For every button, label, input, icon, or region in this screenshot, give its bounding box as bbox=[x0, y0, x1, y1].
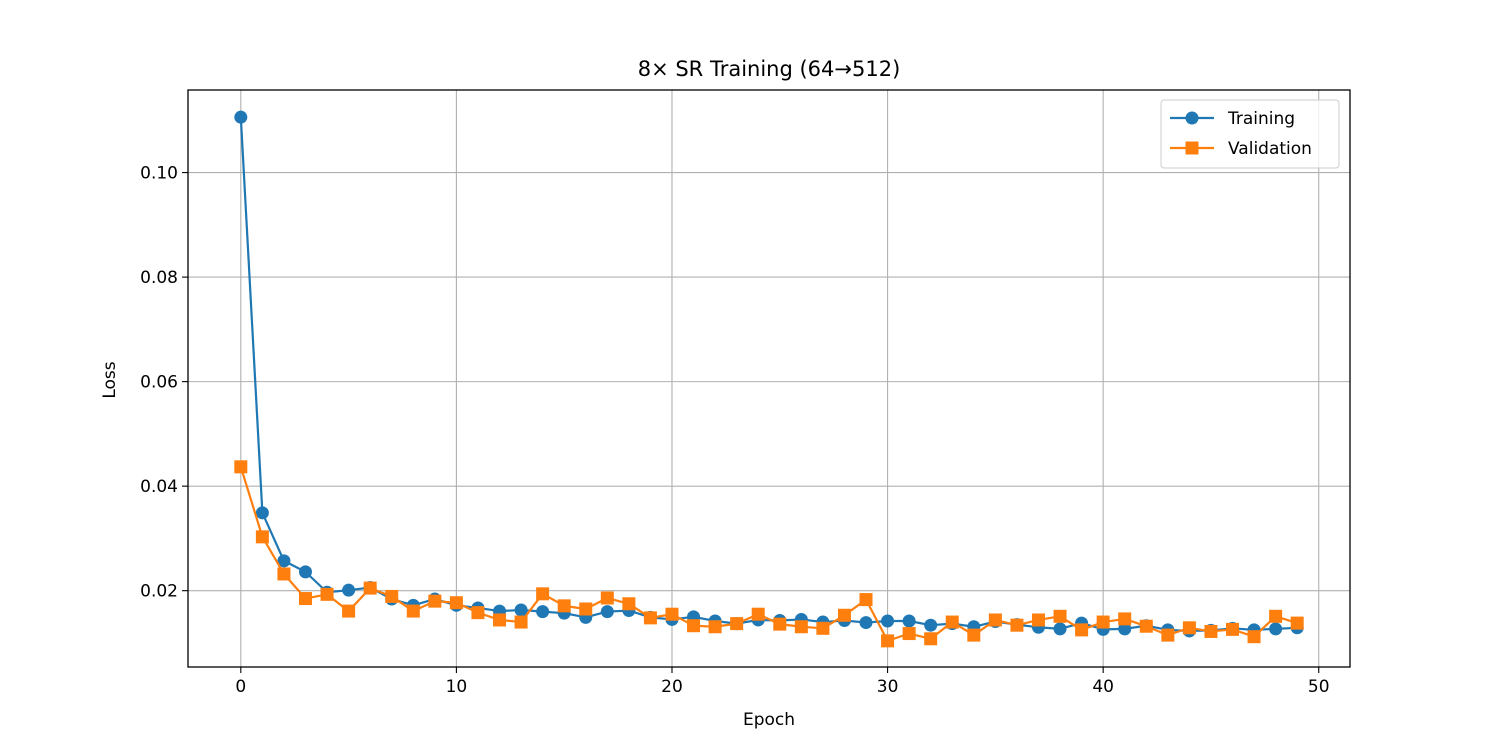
data-point-training bbox=[1053, 622, 1067, 636]
data-point-training bbox=[1269, 622, 1283, 636]
data-point-validation bbox=[643, 611, 657, 625]
data-point-validation bbox=[622, 597, 636, 611]
data-point-validation bbox=[579, 602, 593, 616]
data-point-validation bbox=[600, 591, 614, 605]
data-point-validation bbox=[277, 567, 291, 581]
data-point-validation bbox=[902, 627, 916, 641]
data-point-training bbox=[859, 616, 873, 630]
x-tick-label: 40 bbox=[1092, 677, 1114, 697]
data-point-training bbox=[255, 506, 269, 520]
data-point-validation bbox=[967, 628, 981, 642]
data-point-training bbox=[277, 554, 291, 568]
data-point-validation bbox=[1075, 623, 1089, 637]
data-point-validation bbox=[514, 615, 528, 629]
legend-marker-training bbox=[1185, 111, 1199, 125]
x-tick-label: 0 bbox=[235, 677, 246, 697]
axis-ticks: 0 10 20 30 40 50 0.02 0.04 0.06 0.08 0.10 bbox=[140, 164, 1329, 697]
data-point-validation bbox=[730, 617, 744, 631]
data-point-validation bbox=[816, 621, 830, 635]
data-point-validation bbox=[385, 589, 399, 603]
x-tick-label: 50 bbox=[1308, 677, 1330, 697]
data-point-training bbox=[536, 605, 550, 619]
data-point-validation bbox=[428, 594, 442, 608]
plot-frame bbox=[187, 89, 1351, 668]
x-tick-label: 20 bbox=[661, 677, 683, 697]
data-point-training bbox=[924, 618, 938, 632]
data-point-validation bbox=[471, 606, 485, 620]
data-point-validation bbox=[298, 592, 312, 606]
legend-marker-validation bbox=[1185, 141, 1199, 155]
data-point-validation bbox=[708, 620, 722, 634]
series-markers-validation bbox=[234, 460, 1304, 648]
legend: Training Validation bbox=[1160, 99, 1340, 169]
data-point-validation bbox=[1096, 615, 1110, 629]
y-axis-label: Loss bbox=[100, 361, 120, 398]
y-tick-label: 0.02 bbox=[140, 582, 178, 602]
data-point-validation bbox=[1247, 630, 1261, 644]
data-point-validation bbox=[1182, 621, 1196, 635]
data-point-training bbox=[298, 565, 312, 579]
data-point-validation bbox=[665, 607, 679, 621]
data-point-validation bbox=[234, 460, 248, 474]
y-tick-label: 0.04 bbox=[140, 477, 178, 497]
data-point-validation bbox=[536, 587, 550, 601]
series-layer bbox=[234, 110, 1304, 648]
chart-title: 8× SR Training (64→512) bbox=[638, 57, 901, 81]
data-point-validation bbox=[988, 613, 1002, 627]
data-point-training bbox=[1118, 622, 1132, 636]
data-point-validation bbox=[1031, 613, 1045, 627]
x-tick-label: 30 bbox=[877, 677, 899, 697]
data-point-validation bbox=[1290, 616, 1304, 630]
data-point-validation bbox=[1010, 618, 1024, 632]
data-point-training bbox=[342, 583, 356, 597]
data-point-validation bbox=[342, 604, 356, 618]
legend-label-training: Training bbox=[1227, 109, 1295, 129]
data-point-validation bbox=[773, 617, 787, 631]
data-point-validation bbox=[751, 607, 765, 621]
data-point-training bbox=[902, 614, 916, 628]
data-point-validation bbox=[1139, 619, 1153, 633]
x-tick-label: 10 bbox=[446, 677, 468, 697]
data-point-training bbox=[600, 605, 614, 619]
data-point-validation bbox=[320, 587, 334, 601]
data-point-validation bbox=[794, 620, 808, 634]
data-point-validation bbox=[363, 581, 377, 595]
data-point-training bbox=[234, 110, 248, 124]
x-axis-label: Epoch bbox=[743, 710, 795, 730]
grid-lines bbox=[188, 90, 1350, 667]
data-point-validation bbox=[1053, 609, 1067, 623]
data-point-validation bbox=[1204, 624, 1218, 638]
data-point-validation bbox=[557, 599, 571, 613]
y-tick-label: 0.10 bbox=[140, 164, 178, 184]
data-point-validation bbox=[1226, 622, 1240, 636]
data-point-validation bbox=[493, 613, 507, 627]
data-point-validation bbox=[1269, 609, 1283, 623]
y-tick-label: 0.06 bbox=[140, 373, 178, 393]
data-point-validation bbox=[924, 632, 938, 646]
data-point-validation bbox=[1161, 628, 1175, 642]
data-point-validation bbox=[687, 619, 701, 633]
data-point-validation bbox=[837, 608, 851, 622]
data-point-training bbox=[514, 603, 528, 617]
data-point-validation bbox=[255, 530, 269, 544]
data-point-validation bbox=[1118, 612, 1132, 626]
data-point-training bbox=[881, 614, 895, 628]
y-tick-label: 0.08 bbox=[140, 268, 178, 288]
legend-label-validation: Validation bbox=[1228, 139, 1312, 159]
data-point-validation bbox=[406, 604, 420, 618]
data-point-validation bbox=[449, 596, 463, 610]
data-point-validation bbox=[881, 634, 895, 648]
data-point-validation bbox=[945, 615, 959, 629]
data-point-validation bbox=[859, 593, 873, 607]
